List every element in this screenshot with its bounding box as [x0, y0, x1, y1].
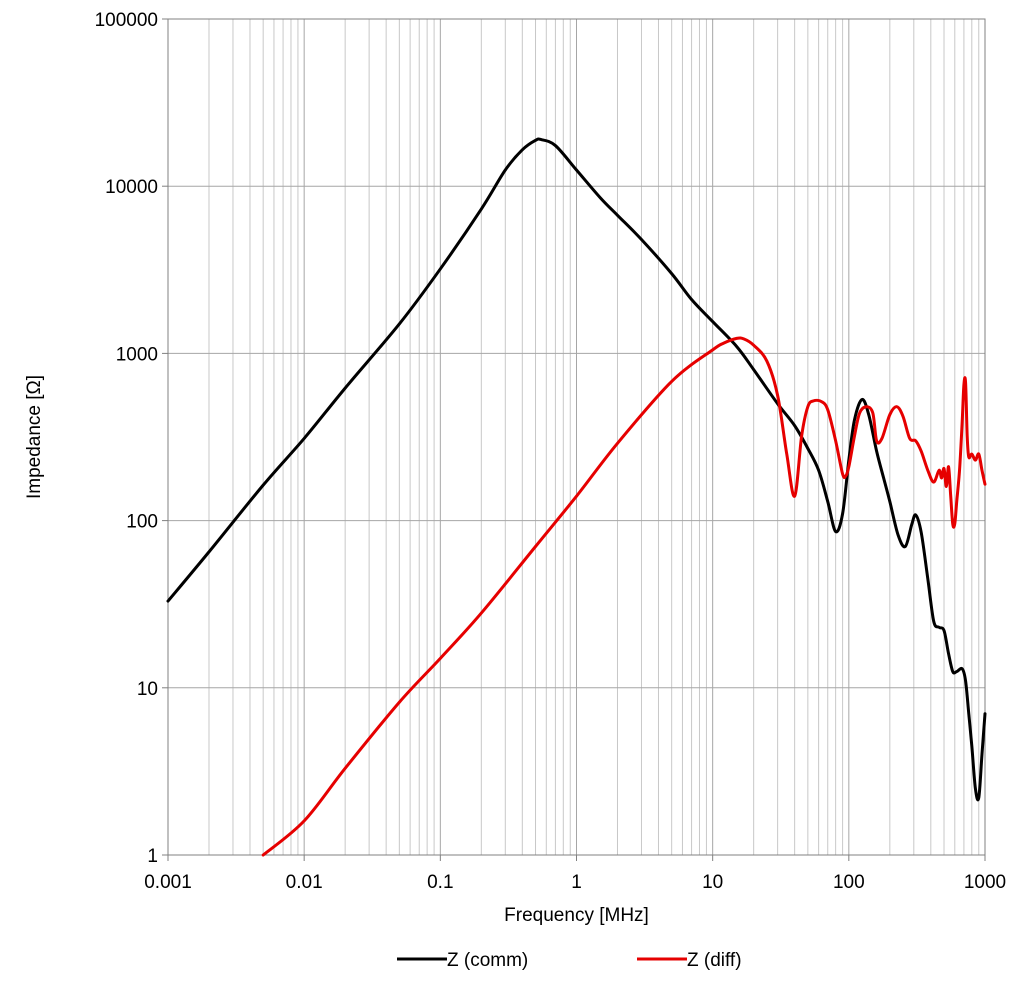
y-tick-label: 1	[147, 846, 158, 867]
x-tick-label: 100	[833, 872, 865, 893]
legend: Z (comm) Z (diff)	[397, 950, 742, 971]
series-layer	[166, 137, 987, 857]
grid	[167, 18, 986, 856]
y-tick-label: 10000	[105, 177, 158, 198]
x-tick-label: 0.001	[144, 872, 192, 893]
x-tick-label: 0.1	[427, 872, 453, 893]
series-line-z-diff	[261, 336, 987, 857]
x-tick-label: 1000	[964, 872, 1006, 893]
y-tick-labels: 1 10 100 1000 10000 100000	[95, 10, 168, 867]
y-axis-title: Impedance [Ω]	[24, 375, 45, 499]
x-tick-label: 10	[702, 872, 723, 893]
series-line-z-comm	[166, 137, 987, 802]
legend-label-z-diff: Z (diff)	[687, 950, 742, 971]
x-axis-title: Frequency [MHz]	[504, 905, 649, 926]
x-tick-label: 1	[571, 872, 582, 893]
y-tick-label: 100	[126, 512, 158, 533]
y-tick-label: 100000	[95, 10, 158, 31]
y-tick-label: 1000	[116, 344, 158, 365]
x-tick-labels: 0.001 0.01 0.1 1 10 100 1000	[144, 855, 1006, 893]
y-tick-label: 10	[137, 679, 158, 700]
legend-label-z-comm: Z (comm)	[447, 950, 528, 971]
x-tick-label: 0.01	[286, 872, 323, 893]
